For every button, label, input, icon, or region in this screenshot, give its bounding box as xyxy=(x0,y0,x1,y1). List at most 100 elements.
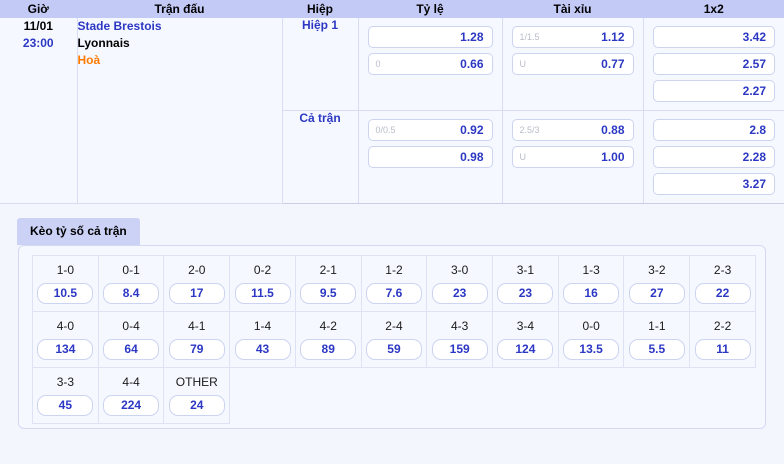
header-overunder[interactable]: Tài xỉu xyxy=(502,0,644,18)
header-time[interactable]: Giờ xyxy=(0,0,78,18)
rate-box-home-first-half[interactable]: 1.28 xyxy=(367,26,493,48)
correct-score-odd[interactable]: 9.5 xyxy=(300,283,357,304)
correct-score-odd[interactable]: 43 xyxy=(234,339,291,360)
rate-odd-away-first-half: 0.66 xyxy=(460,57,484,71)
correct-score-odd[interactable]: 124 xyxy=(497,339,554,360)
period-label-full-time: Cả trận xyxy=(282,110,359,204)
rate-box-away-full-time[interactable]: 0.98 xyxy=(367,146,493,168)
match-kickoff-time: 23:00 xyxy=(22,36,54,50)
correct-score-cell-empty xyxy=(558,368,624,424)
correct-score-odd[interactable]: 24 xyxy=(168,395,225,416)
overunder-line-under-full-time: U xyxy=(519,152,527,162)
correct-score-cell[interactable]: 1-2 7.6 xyxy=(360,255,428,312)
correct-score-label: 0-0 xyxy=(582,319,600,333)
correct-score-odd[interactable]: 22 xyxy=(694,283,751,304)
correct-score-row: 4-0 134 0-4 64 4-1 79 1-4 43 4-2 89 2-4 59 4-3 159 3-4… xyxy=(32,311,756,368)
correct-score-cell[interactable]: 0-1 8.4 xyxy=(97,255,165,312)
correct-score-odd[interactable]: 11 xyxy=(694,339,751,360)
correct-score-odd[interactable]: 27 xyxy=(628,283,685,304)
overunder-box-under-first-half[interactable]: U 0.77 xyxy=(511,53,634,75)
correct-score-cell[interactable]: 4-0 134 xyxy=(32,311,99,368)
rate-box-home-full-time[interactable]: 0/0.5 0.92 xyxy=(367,119,493,141)
correct-score-odd[interactable]: 59 xyxy=(365,339,422,360)
correct-score-cell-empty xyxy=(427,368,493,424)
onextwo-box-away-first-half[interactable]: 2.27 xyxy=(652,80,775,102)
correct-score-cell[interactable]: 3-0 23 xyxy=(426,255,494,312)
correct-score-odd[interactable]: 23 xyxy=(431,283,488,304)
correct-score-odd[interactable]: 5.5 xyxy=(628,339,685,360)
correct-score-odd[interactable]: 16 xyxy=(563,283,620,304)
overunder-odd-under-first-half: 0.77 xyxy=(601,57,625,71)
rate-handicap-home-full-time: 0/0.5 xyxy=(375,125,396,135)
correct-score-label: 2-3 xyxy=(713,263,732,277)
onextwo-box-draw-first-half[interactable]: 2.57 xyxy=(652,53,775,75)
draw-label[interactable]: Hoà xyxy=(77,53,101,67)
tab-correct-score-full-time[interactable]: Kèo tỷ số cả trận xyxy=(17,218,140,245)
correct-score-odd[interactable]: 8.4 xyxy=(103,283,160,304)
correct-score-cell[interactable]: 2-3 22 xyxy=(689,255,756,312)
correct-score-cell[interactable]: 3-4 124 xyxy=(492,311,559,368)
overunder-cell-full-time: 2.5/3 0.88 U 1.00 xyxy=(502,110,644,204)
overunder-box-over-first-half[interactable]: 1/1.5 1.12 xyxy=(511,26,634,48)
correct-score-cell[interactable]: 2-4 59 xyxy=(360,311,428,368)
onextwo-odd-draw-first-half: 2.57 xyxy=(742,57,766,71)
correct-score-cell[interactable]: 2-1 9.5 xyxy=(294,255,362,312)
correct-score-odd[interactable]: 134 xyxy=(37,339,94,360)
correct-score-label: OTHER xyxy=(175,375,218,389)
correct-score-cell[interactable]: 1-0 10.5 xyxy=(32,255,99,312)
home-team-name[interactable]: Stade Brestois xyxy=(77,19,162,33)
match-date: 11/01 xyxy=(23,19,53,33)
correct-score-cell[interactable]: 1-3 16 xyxy=(557,255,625,312)
correct-score-odd[interactable]: 11.5 xyxy=(234,283,291,304)
correct-score-odd[interactable]: 13.5 xyxy=(563,339,620,360)
correct-score-cell[interactable]: 4-3 159 xyxy=(426,311,494,368)
correct-score-label: 3-2 xyxy=(648,263,666,277)
onextwo-odd-home-full-time: 2.8 xyxy=(749,123,766,137)
correct-score-cell[interactable]: 2-2 11 xyxy=(689,311,756,368)
onextwo-box-draw-full-time[interactable]: 2.28 xyxy=(652,146,775,168)
overunder-box-over-full-time[interactable]: 2.5/3 0.88 xyxy=(511,119,634,141)
match-row-first-half: 11/01 23:00 Stade Brestois Lyonnais Hoà … xyxy=(0,18,784,204)
header-rate[interactable]: Tỷ lệ xyxy=(358,0,503,18)
overunder-line-over-first-half: 1/1.5 xyxy=(519,32,540,42)
correct-score-odd[interactable]: 64 xyxy=(103,339,160,360)
correct-score-cell[interactable]: 3-3 45 xyxy=(32,367,99,424)
header-period[interactable]: Hiệp xyxy=(282,0,359,18)
correct-score-cell[interactable]: 4-2 89 xyxy=(294,311,362,368)
correct-score-cell[interactable]: 0-4 64 xyxy=(97,311,165,368)
correct-score-odd[interactable]: 159 xyxy=(431,339,488,360)
correct-score-label: 2-1 xyxy=(319,263,337,277)
correct-score-odd[interactable]: 7.6 xyxy=(365,283,422,304)
correct-score-odd[interactable]: 45 xyxy=(37,395,94,416)
onextwo-box-home-full-time[interactable]: 2.8 xyxy=(652,119,775,141)
overunder-line-over-full-time: 2.5/3 xyxy=(519,125,540,135)
correct-score-cell[interactable]: 1-1 5.5 xyxy=(623,311,691,368)
correct-score-odd[interactable]: 17 xyxy=(168,283,225,304)
correct-score-cell[interactable]: 3-1 23 xyxy=(492,255,559,312)
correct-score-label: 4-0 xyxy=(56,319,75,333)
correct-score-cell[interactable]: 3-2 27 xyxy=(623,255,691,312)
header-match[interactable]: Trận đấu xyxy=(77,0,283,18)
correct-score-panel: 1-0 10.5 0-1 8.4 2-0 17 0-2 11.5 2-1 9.5 1-2 7.6 3-0… xyxy=(18,245,766,429)
correct-score-odd[interactable]: 224 xyxy=(103,395,160,416)
onextwo-box-away-full-time[interactable]: 3.27 xyxy=(652,173,775,195)
correct-score-cell[interactable]: 0-0 13.5 xyxy=(557,311,625,368)
correct-score-odd[interactable]: 23 xyxy=(497,283,554,304)
rate-box-away-first-half[interactable]: 0 0.66 xyxy=(367,53,493,75)
correct-score-odd[interactable]: 79 xyxy=(168,339,225,360)
onextwo-box-home-first-half[interactable]: 3.42 xyxy=(652,26,775,48)
overunder-box-under-full-time[interactable]: U 1.00 xyxy=(511,146,634,168)
rate-cell-first-half: 1.28 0 0.66 xyxy=(358,18,503,111)
overunder-cell-first-half: 1/1.5 1.12 U 0.77 xyxy=(502,18,644,111)
header-1x2[interactable]: 1x2 xyxy=(643,0,784,18)
correct-score-cell[interactable]: 0-2 11.5 xyxy=(229,255,296,312)
correct-score-cell[interactable]: 1-4 43 xyxy=(229,311,296,368)
onextwo-odd-away-full-time: 3.27 xyxy=(742,177,766,191)
correct-score-cell[interactable]: 2-0 17 xyxy=(163,255,231,312)
correct-score-odd[interactable]: 89 xyxy=(300,339,357,360)
away-team-name[interactable]: Lyonnais xyxy=(77,36,130,50)
correct-score-cell[interactable]: 4-1 79 xyxy=(163,311,231,368)
correct-score-cell[interactable]: OTHER 24 xyxy=(163,367,231,424)
correct-score-odd[interactable]: 10.5 xyxy=(37,283,94,304)
correct-score-cell[interactable]: 4-4 224 xyxy=(97,367,165,424)
